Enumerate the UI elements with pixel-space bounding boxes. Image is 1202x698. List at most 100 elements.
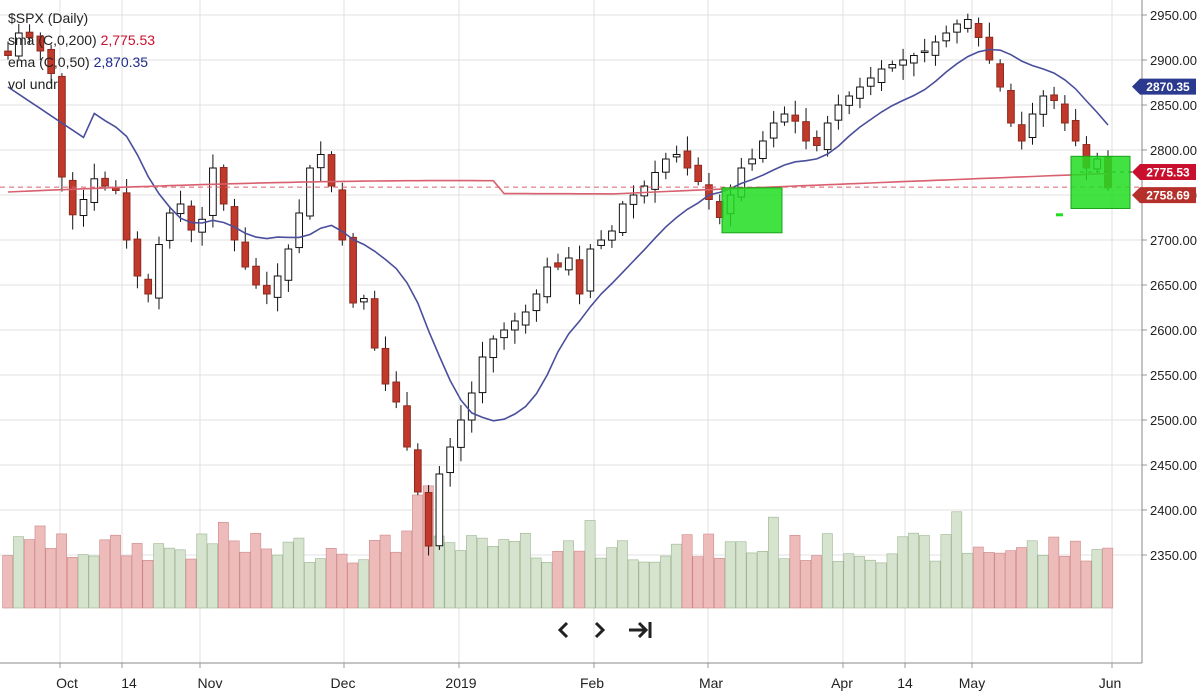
candle-body	[370, 298, 379, 349]
volume-bar	[282, 541, 294, 609]
candle-body	[36, 35, 45, 52]
volume-bar	[455, 550, 467, 609]
x-tick-label: Jun	[1099, 675, 1122, 691]
volume-bar	[649, 561, 661, 609]
candle-body	[478, 356, 487, 394]
y-tick-label: 2400.00	[1150, 503, 1197, 518]
ema-price-tag: 2870.35	[1132, 78, 1196, 95]
scroll-to-end-button[interactable]	[626, 618, 654, 642]
volume-bar	[778, 558, 790, 609]
candle-body	[910, 55, 918, 64]
scroll-left-button[interactable]	[553, 618, 575, 642]
volume-bar	[757, 550, 768, 609]
volume-bar	[1080, 560, 1092, 609]
volume-bar	[854, 556, 866, 609]
y-tick-label: 2550.00	[1150, 368, 1197, 383]
y-tick-label: 2700.00	[1150, 233, 1197, 248]
candle-body	[748, 158, 756, 165]
ema-legend-row: ema (C,0,50) 2,870.35	[8, 51, 155, 73]
volume-bar	[714, 557, 725, 609]
candle-body	[618, 203, 627, 234]
x-tick-label: Feb	[580, 675, 604, 691]
sma-legend-row: sma (C,0,200) 2,775.53	[8, 29, 155, 51]
candle-body	[640, 185, 649, 197]
x-tick-label: 14	[897, 675, 913, 691]
volume-bar	[1059, 555, 1070, 609]
candle-body	[683, 150, 692, 169]
candle-body	[575, 259, 584, 295]
candle-body	[457, 419, 465, 448]
chart-title: $SPX (Daily)	[8, 10, 89, 26]
volume-bar	[1091, 549, 1103, 609]
volume-bar	[1069, 540, 1081, 609]
candle-body	[1039, 95, 1048, 115]
candle-body	[155, 244, 163, 299]
volume-bar	[153, 543, 165, 609]
y-tick-label: 2850.00	[1150, 98, 1197, 113]
volume-bar	[99, 539, 111, 609]
candle-body	[262, 284, 271, 295]
volume-bar	[120, 555, 132, 609]
volume-bar	[735, 541, 747, 609]
candle-body	[122, 192, 131, 241]
candle-body	[953, 23, 961, 33]
candle-body	[338, 189, 347, 241]
candle-body	[90, 178, 99, 203]
volume-bar	[875, 562, 887, 609]
candle-body	[1061, 103, 1069, 124]
volume-bar	[962, 552, 973, 609]
chevron-right-icon	[594, 621, 606, 639]
candle-body	[812, 137, 821, 147]
candle-body	[424, 492, 433, 547]
candle-body	[899, 59, 907, 66]
x-tick-label: May	[959, 675, 985, 691]
volume-bar	[293, 537, 305, 609]
candle-body	[759, 140, 767, 159]
candle-body	[651, 172, 659, 190]
volume-bar	[401, 530, 413, 609]
volume-bar	[746, 552, 758, 609]
sma-price-tag: 2775.53	[1132, 164, 1196, 181]
candle-body	[597, 239, 605, 246]
candle-body	[877, 68, 886, 83]
volume-bar	[584, 520, 596, 609]
candle-body	[942, 32, 951, 42]
candle-body	[273, 275, 282, 298]
candle-body	[1007, 89, 1015, 124]
candle-body	[252, 265, 260, 286]
candle-body	[996, 63, 1004, 88]
y-tick-label: 2800.00	[1150, 143, 1197, 158]
volume-bar	[185, 558, 197, 609]
candle-body	[68, 179, 77, 216]
volume-bar	[412, 494, 423, 609]
candle-body	[694, 164, 703, 182]
volume-bar	[368, 540, 380, 609]
volume-bar	[821, 533, 833, 609]
volume-bar	[552, 551, 564, 609]
candle-body	[629, 194, 638, 205]
volume-bar	[929, 560, 941, 609]
volume-bar	[487, 546, 499, 609]
highlight-zone	[721, 187, 783, 234]
volume-bar	[34, 525, 46, 609]
candle-body	[176, 203, 185, 215]
volume-bar	[23, 539, 35, 609]
chart-legend: $SPX (Daily) sma (C,0,200) 2,775.53 ema …	[8, 7, 155, 95]
volume-bar	[358, 559, 369, 609]
y-tick-label: 2600.00	[1150, 323, 1197, 338]
scroll-right-button[interactable]	[588, 618, 610, 642]
volume-bar	[239, 551, 251, 609]
volume-bar	[724, 541, 736, 609]
candle-body	[306, 167, 314, 217]
candle-body	[543, 266, 552, 298]
volume-bar	[444, 542, 456, 609]
candle-body	[295, 212, 304, 249]
candle-body	[802, 121, 810, 142]
volume-bar	[563, 540, 574, 609]
candle-body	[521, 311, 530, 326]
volume-bar	[196, 533, 208, 609]
candle-body	[554, 262, 562, 268]
candle-body	[511, 320, 519, 331]
candle-body	[963, 19, 972, 29]
